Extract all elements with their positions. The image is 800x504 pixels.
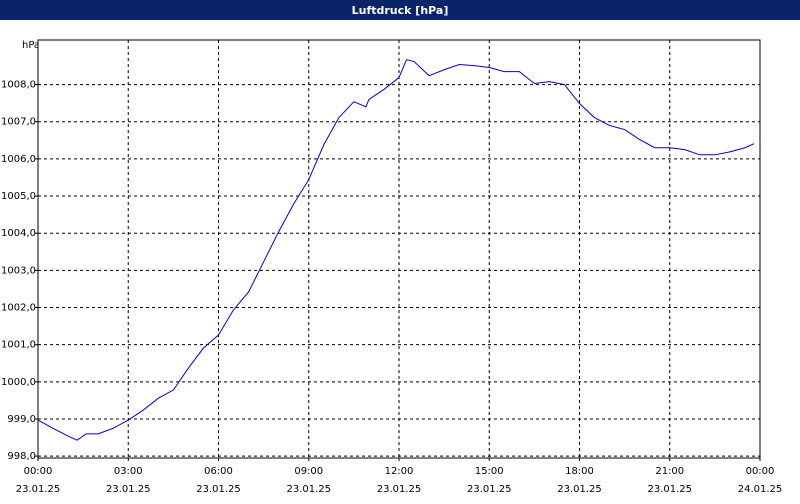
x-tick-date: 23.01.25: [377, 484, 422, 495]
x-tick-date: 23.01.25: [647, 484, 692, 495]
y-tick-label: 1006,0: [1, 154, 36, 165]
x-tick-label: 03:00: [114, 466, 143, 477]
y-tick-label: 1005,0: [1, 191, 36, 202]
y-tick-label: 1001,0: [1, 340, 36, 351]
y-tick-label: 1007,0: [1, 117, 36, 128]
x-tick-date: 23.01.25: [196, 484, 241, 495]
y-tick-label: 998,0: [7, 451, 36, 462]
x-tick-label: 06:00: [204, 466, 233, 477]
title-bar: [0, 0, 800, 20]
y-tick-label: 1002,0: [1, 303, 36, 314]
x-tick-label: 15:00: [475, 466, 504, 477]
x-tick-date: 24.01.25: [738, 484, 783, 495]
y-tick-label: 1004,0: [1, 228, 36, 239]
x-tick-date: 23.01.25: [286, 484, 331, 495]
data-line: [37, 59, 755, 441]
x-tick-date: 23.01.25: [467, 484, 512, 495]
y-axis-label: hPa: [22, 40, 40, 51]
x-tick-label: 12:00: [385, 466, 414, 477]
x-tick-date: 23.01.25: [16, 484, 61, 495]
y-tick-label: 1003,0: [1, 265, 36, 276]
y-tick-label: 1000,0: [1, 377, 36, 388]
chart-title: Luftdruck [hPa]: [352, 4, 449, 17]
y-tick-label: 1008,0: [1, 80, 36, 91]
x-tick-label: 21:00: [655, 466, 684, 477]
x-tick-label: 00:00: [24, 466, 53, 477]
x-tick-label: 09:00: [294, 466, 323, 477]
x-tick-label: 18:00: [565, 466, 594, 477]
x-tick-date: 23.01.25: [106, 484, 151, 495]
x-tick-date: 23.01.25: [557, 484, 602, 495]
y-tick-label: 999,0: [7, 414, 36, 425]
x-tick-label: 00:00: [746, 466, 775, 477]
